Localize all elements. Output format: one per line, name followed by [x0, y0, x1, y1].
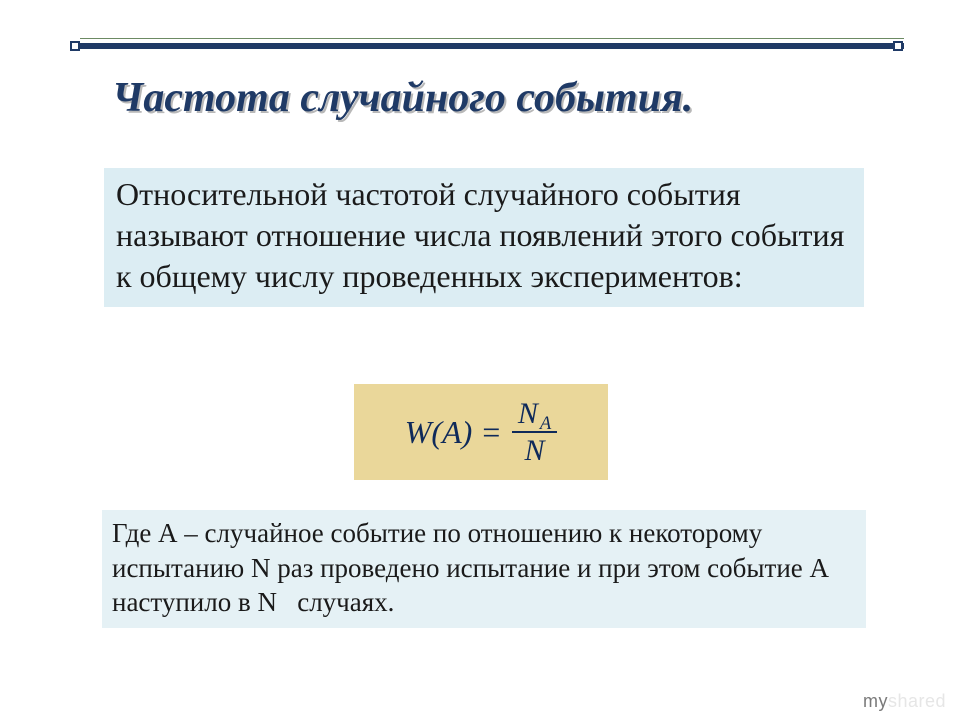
formula-numerator-main: N — [518, 397, 538, 430]
slide: Частота случайного события. Относительно… — [0, 0, 960, 720]
accent-square-right — [893, 41, 903, 51]
top-rule-thin — [80, 38, 904, 39]
explanation-box: Где А – случайное событие по отношению к… — [102, 510, 866, 628]
formula-denominator: N — [519, 435, 551, 467]
definition-text: Относительной частотой случайного событи… — [116, 176, 844, 294]
definition-box: Относительной частотой случайного событи… — [104, 168, 864, 307]
slide-title: Частота случайного события. — [112, 74, 693, 122]
watermark-part2: shared — [888, 691, 946, 711]
formula-fraction: NA N — [512, 398, 557, 467]
formula-box: W(A) = NA N — [354, 384, 608, 480]
formula-numerator-sub: A — [540, 413, 551, 434]
watermark-part1: my — [863, 691, 888, 711]
top-rule-thick — [80, 43, 904, 49]
watermark: myshared — [863, 691, 946, 712]
formula-numerator: NA — [512, 398, 557, 430]
explanation-text: Где А – случайное событие по отношению к… — [112, 518, 829, 617]
formula: W(A) = NA N — [405, 398, 557, 467]
formula-lhs: W(A) = — [405, 414, 502, 451]
accent-square-left — [70, 41, 80, 51]
